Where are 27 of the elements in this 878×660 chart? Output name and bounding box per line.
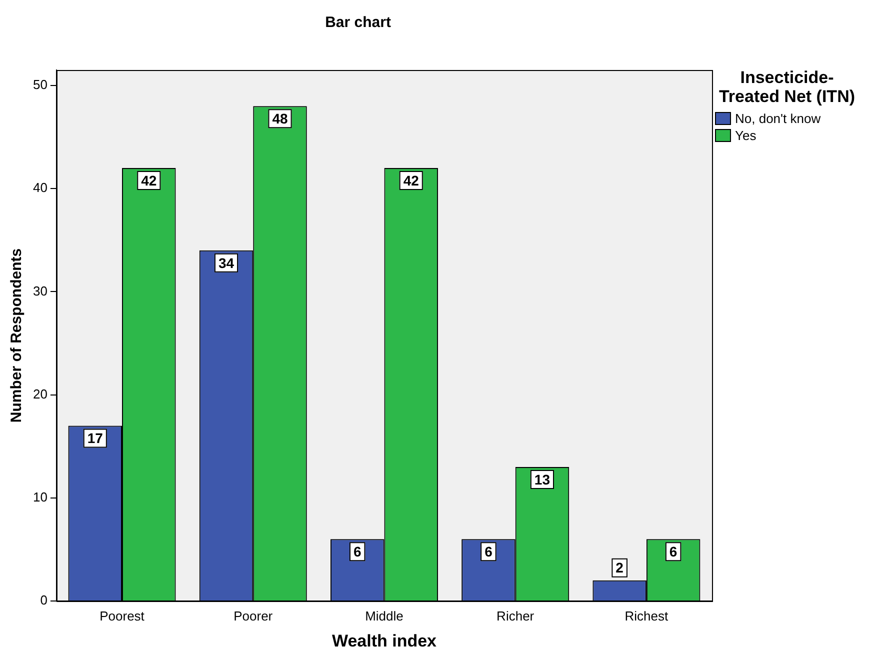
y-axis-title: Number of Respondents [8,248,26,423]
x-tick-label: Richest [624,608,669,624]
y-tick-label: 30 [32,283,48,298]
x-tick-label: Richer [496,608,535,624]
data-label: 6 [669,543,678,560]
x-tick-label: Poorest [100,608,145,624]
y-tick-label: 20 [32,386,48,402]
data-label: 42 [141,172,157,188]
legend-label: Yes [735,128,756,143]
data-label: 17 [87,430,104,446]
x-tick-label: Middle [365,608,404,624]
data-label: 48 [272,110,288,126]
chart-title: Bar chart [325,14,391,32]
data-label: 2 [616,560,624,576]
y-tick-label: 40 [32,180,48,196]
legend-label: No, don't know [735,111,821,126]
y-tick-label: 10 [32,489,48,504]
legend-title: Insecticide-Treated Net (ITN) [718,68,856,106]
data-label: 34 [218,254,234,271]
data-label: 13 [534,471,550,488]
y-tick-label: 0 [40,592,48,608]
y-tick-label: 50 [32,77,48,92]
data-label: 42 [403,172,420,188]
x-tick-label: Poorer [234,608,274,624]
data-label: 6 [484,543,493,560]
data-label: 6 [353,543,362,560]
x-axis-title: Wealth index [332,631,438,650]
